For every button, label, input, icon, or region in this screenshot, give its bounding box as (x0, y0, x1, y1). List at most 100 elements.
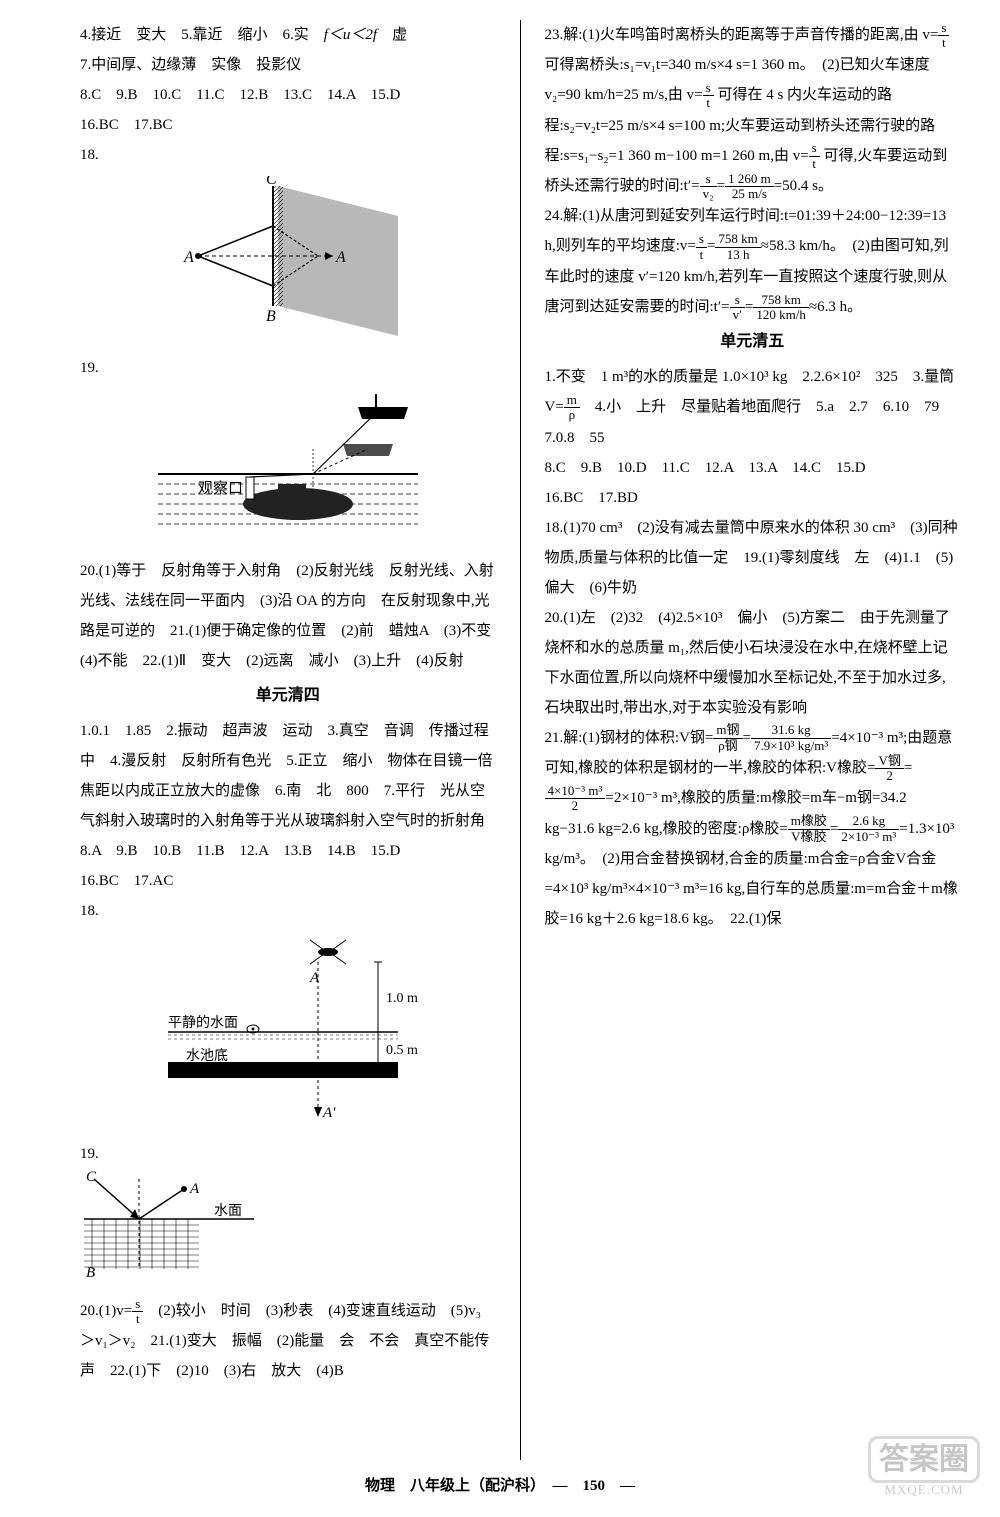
u5-p2: 8.C 9.B 10.D 11.C 12.A 13.A 14.C 15.D (545, 453, 961, 483)
u5-p3: 16.BC 17.BD (545, 483, 961, 513)
svg-text:B: B (266, 308, 276, 325)
denominator: 2 (875, 769, 903, 783)
numerator: s (730, 293, 745, 308)
text: (2)用合金替换钢材,合金的质量:m合金=ρ合金V合金=4×10³ kg/m³×… (545, 851, 958, 927)
u5-q21: 21.解:(1)钢材的体积:V钢=m钢ρ钢=31.6 kg7.9×10³ kg/… (545, 723, 961, 934)
denominator: 13 h (715, 248, 760, 262)
svg-text:C: C (266, 176, 277, 188)
text: 虚 (377, 27, 407, 43)
numerator: s (700, 172, 717, 187)
text: 20.(1) (80, 1303, 116, 1319)
text: 23.解:(1)火车鸣笛时离桥头的距离等于声音传播的距离,由 v= (545, 27, 939, 43)
fraction: V钢2 (875, 754, 903, 784)
denominator: 25 m/s (725, 187, 774, 201)
fraction: 758 km120 km/h (753, 293, 808, 323)
svg-text:B: B (86, 1265, 95, 1279)
fraction: m钢ρ钢 (713, 723, 742, 753)
q19-label: 19. (80, 353, 496, 383)
text: 19. (80, 1146, 99, 1162)
denominator: t (132, 1312, 143, 1326)
unit5-title: 单元清五 (545, 326, 961, 358)
numerator: s (132, 1297, 143, 1312)
fraction: st (703, 81, 714, 111)
numerator: 1 260 m (725, 172, 774, 187)
svg-text:水面: 水面 (214, 1203, 242, 1219)
figure-u4-19: C A 水面 (84, 1169, 496, 1290)
text: =50.4 s。 (774, 178, 833, 194)
numerator: 2.6 kg (838, 814, 899, 829)
u4-q18-label: 18. (80, 896, 496, 926)
svg-text:A: A (335, 249, 346, 266)
page: 4.接近 变大 5.靠近 缩小 6.实 f＜u＜2f 虚 7.中间厚、边缘薄 实… (0, 0, 1000, 1470)
fraction: 31.6 kg7.9×10³ kg/m³ (751, 723, 831, 753)
fraction: 758 km13 h (715, 232, 760, 262)
numerator: s (809, 141, 820, 156)
watermark-logo: 答案圈 (868, 1436, 980, 1483)
numerator: s (938, 21, 949, 36)
numerator: s (696, 232, 707, 247)
denominator: t (809, 157, 820, 171)
denominator: V橡胶 (788, 830, 830, 844)
fraction: sv′ (730, 293, 745, 323)
svg-text:水池底: 水池底 (186, 1048, 228, 1064)
numerator: 4×10⁻³ m³ (545, 784, 606, 799)
q18-label: 18. (80, 140, 496, 170)
denominator: t (696, 248, 707, 262)
u4-p3: 16.BC 17.AC (80, 866, 496, 896)
denominator: 2×10⁻³ m³ (838, 830, 899, 844)
denominator: 7.9×10³ kg/m³ (751, 739, 831, 753)
denominator: v′ (730, 308, 745, 322)
right-column: 23.解:(1)火车鸣笛时离桥头的距离等于声音传播的距离,由 v=st 可得离桥… (545, 20, 961, 1460)
text: = (707, 238, 715, 254)
numerator: 758 km (715, 232, 760, 247)
math: f＜u＜2f (324, 27, 377, 43)
denominator: t (938, 36, 949, 50)
figure-18: A B C A (80, 176, 496, 347)
fraction: mρ (564, 393, 580, 423)
svg-text:1.0 m: 1.0 m (386, 991, 418, 1006)
denominator: ρ钢 (713, 739, 742, 753)
text: = (717, 178, 725, 194)
fraction: 4×10⁻³ m³2 (545, 784, 606, 814)
numerator: m橡胶 (788, 814, 830, 829)
fraction: 2.6 kg2×10⁻³ m³ (838, 814, 899, 844)
text: ≈6.3 h。 (809, 299, 862, 315)
fraction: st (809, 141, 820, 171)
fraction: st (696, 232, 707, 262)
q24: 24.解:(1)从唐河到延安列车运行时间:t=01:39＋24:00−12:39… (545, 201, 961, 322)
text: 21.解:(1)钢材的体积:V钢= (545, 730, 714, 746)
watermark-url: MXQE.COM (868, 1483, 980, 1497)
svg-text:观察口: 观察口 (198, 479, 243, 497)
fraction: 1 260 m25 m/s (725, 172, 774, 202)
left-p20: 20.(1)等于 反射角等于入射角 (2)反射光线 反射光线、入射光线、法线在同… (80, 556, 496, 676)
watermark: 答案圈 MXQE.COM (868, 1436, 980, 1497)
numerator: V钢 (875, 754, 903, 769)
numerator: 758 km (753, 293, 808, 308)
left-line-3: 8.C 9.B 10.C 11.C 12.B 13.C 14.A 15.D (80, 80, 496, 110)
denominator: t (703, 96, 714, 110)
text: 4.接近 变大 5.靠近 缩小 6.实 (80, 27, 324, 43)
svg-text:A: A (183, 249, 194, 266)
fraction: m橡胶V橡胶 (788, 814, 830, 844)
fraction: st (938, 21, 949, 51)
svg-text:A: A (189, 1181, 200, 1197)
left-column: 4.接近 变大 5.靠近 缩小 6.实 f＜u＜2f 虚 7.中间厚、边缘薄 实… (80, 20, 496, 1460)
denominator: 120 km/h (753, 308, 808, 322)
column-divider (520, 20, 521, 1460)
q23: 23.解:(1)火车鸣笛时离桥头的距离等于声音传播的距离,由 v=st 可得离桥… (545, 20, 961, 201)
text: 4.小 上升 尽量贴着地面爬行 5.a 2.7 6.10 79 7.0.8 55 (545, 399, 955, 445)
denominator: 2 (545, 799, 606, 813)
u4-q19-label: 19. (80, 1139, 496, 1169)
numerator: s (703, 81, 714, 96)
denominator: v₂ (700, 187, 717, 201)
text: v= (116, 1303, 132, 1319)
u4-p2: 8.A 9.B 10.B 11.B 12.A 13.B 14.B 15.D (80, 836, 496, 866)
u5-p1: 1.不变 1 m³的水的质量是 1.0×10³ kg 2.2.6×10² 325… (545, 362, 961, 452)
left-line-4: 16.BC 17.BC (80, 110, 496, 140)
page-footer: 物理 八年级上（配沪科） — 150 — (0, 1470, 1000, 1495)
numerator: 31.6 kg (751, 723, 831, 738)
text: = (745, 299, 753, 315)
svg-text:A: A (309, 970, 320, 986)
u4-p20: 20.(1)v=st (2)较小 时间 (3)秒表 (4)变速直线运动 (5)v… (80, 1296, 496, 1386)
u4-p1: 1.0.1 1.85 2.振动 超声波 运动 3.真空 音调 传播过程中 4.漫… (80, 716, 496, 836)
